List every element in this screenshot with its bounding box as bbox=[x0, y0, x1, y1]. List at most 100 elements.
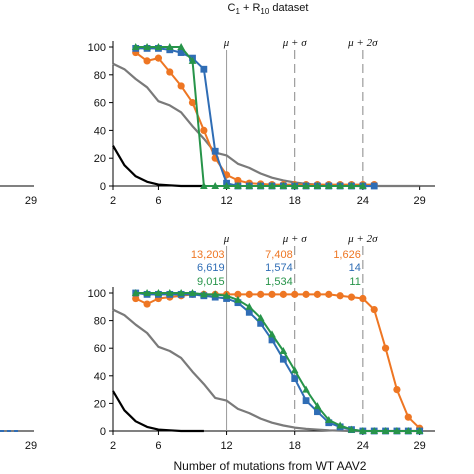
count-label: 1,626 bbox=[333, 249, 361, 261]
data-point-green bbox=[234, 295, 242, 303]
series-line-orange bbox=[135, 51, 375, 186]
x-axis-label: Number of mutations from WT AAV2 bbox=[174, 459, 367, 473]
chart-panel-bottom: 0 20 40 60 80 100 2 6 12 18 24 29 μ μ + σ μ + 2σ 13,203… bbox=[88, 233, 435, 452]
data-point-green bbox=[313, 182, 322, 189]
data-point-orange bbox=[143, 300, 151, 308]
data-point-green bbox=[336, 182, 344, 189]
panel-title-mid: + R bbox=[240, 2, 261, 14]
data-point-orange bbox=[325, 290, 333, 298]
y-tick-label: 80 bbox=[94, 70, 106, 82]
y-tick-label: 0 bbox=[100, 181, 106, 193]
data-point-green bbox=[279, 346, 288, 354]
count-label: 7,408 bbox=[265, 249, 293, 261]
series-line-green bbox=[135, 292, 420, 432]
data-point-green bbox=[347, 182, 356, 189]
x-tick-label: 2 bbox=[110, 440, 116, 452]
y-tick-label: 40 bbox=[94, 125, 106, 137]
data-point-green bbox=[200, 290, 208, 298]
data-point-orange bbox=[393, 386, 401, 394]
series-line-blue bbox=[135, 292, 420, 432]
data-point-blue bbox=[177, 49, 185, 56]
data-point-green bbox=[324, 415, 333, 423]
reference-line-label: μ + 2σ bbox=[347, 233, 378, 245]
count-label: 6,619 bbox=[197, 262, 225, 274]
series-line-gray bbox=[112, 62, 420, 188]
data-point-green bbox=[268, 330, 276, 338]
data-point-green bbox=[381, 427, 390, 434]
series-line-orange bbox=[135, 293, 421, 429]
left-remnant-tick-label: 29 bbox=[25, 195, 37, 207]
data-point-orange bbox=[381, 344, 390, 352]
data-point-orange bbox=[291, 290, 299, 298]
data-point-orange bbox=[257, 290, 265, 298]
data-point-orange bbox=[188, 99, 197, 107]
data-point-green bbox=[131, 289, 140, 296]
x-tick-label: 24 bbox=[357, 195, 369, 207]
data-point-orange bbox=[279, 290, 287, 298]
x-tick-label: 29 bbox=[414, 440, 426, 452]
y-tick-label: 60 bbox=[94, 343, 106, 355]
data-point-green bbox=[245, 302, 254, 310]
left-panel-remnant-top: 29 bbox=[0, 185, 37, 207]
count-label: 14 bbox=[349, 262, 361, 274]
data-point-green bbox=[290, 366, 299, 374]
y-tick-label: 40 bbox=[94, 371, 106, 383]
x-tick-label: 18 bbox=[289, 195, 301, 207]
data-point-orange bbox=[404, 413, 412, 421]
data-point-green bbox=[143, 43, 151, 50]
data-point-green bbox=[188, 56, 197, 64]
data-point-green bbox=[165, 43, 174, 50]
data-point-orange bbox=[132, 294, 140, 303]
data-point-blue bbox=[200, 65, 208, 73]
x-tick-label: 29 bbox=[414, 195, 426, 207]
data-point-orange bbox=[336, 292, 344, 300]
data-point-orange bbox=[313, 290, 322, 298]
data-point-green bbox=[245, 182, 254, 189]
y-tick-label: 100 bbox=[88, 42, 106, 54]
data-point-green bbox=[290, 182, 299, 189]
data-point-green bbox=[165, 289, 174, 296]
data-point-green bbox=[302, 385, 310, 393]
data-point-green bbox=[256, 313, 265, 321]
data-point-green bbox=[131, 43, 140, 50]
x-tick-label: 18 bbox=[289, 440, 301, 452]
reference-line-label: μ bbox=[223, 233, 230, 245]
chart-panel-top: 0 20 40 60 80 100 2 6 12 18 24 29 μ μ + σ μ + 2σ bbox=[88, 37, 435, 207]
data-point-blue bbox=[370, 182, 378, 190]
x-tick-label: 6 bbox=[155, 195, 161, 207]
data-point-orange bbox=[154, 54, 163, 62]
data-point-green bbox=[143, 289, 151, 296]
panel-title-tail: dataset bbox=[269, 2, 308, 14]
data-point-orange bbox=[177, 82, 185, 90]
left-remnant-tick-label: 29 bbox=[25, 440, 37, 452]
data-point-orange bbox=[302, 290, 310, 298]
series-line-green bbox=[135, 46, 363, 187]
data-point-orange bbox=[245, 290, 253, 298]
data-point-blue bbox=[279, 355, 287, 363]
data-point-orange bbox=[234, 176, 242, 185]
y-tick-label: 0 bbox=[100, 426, 106, 438]
count-label: 13,203 bbox=[191, 249, 225, 261]
data-point-green bbox=[200, 182, 208, 189]
data-point-blue bbox=[257, 319, 265, 327]
data-point-green bbox=[404, 427, 413, 434]
count-label: 11 bbox=[349, 276, 360, 288]
data-point-green bbox=[222, 291, 231, 299]
count-label: 1,574 bbox=[265, 262, 293, 274]
data-point-green bbox=[313, 402, 322, 410]
data-point-green bbox=[222, 182, 231, 189]
panel-title-c: C bbox=[228, 2, 236, 14]
data-point-green bbox=[302, 182, 310, 189]
y-tick-label: 100 bbox=[88, 288, 106, 300]
x-tick-label: 24 bbox=[357, 440, 369, 452]
reference-line-label: μ bbox=[223, 37, 230, 49]
data-point-green bbox=[234, 182, 242, 189]
x-tick-label: 12 bbox=[220, 195, 232, 207]
data-point-orange bbox=[359, 294, 367, 303]
y-tick-label: 20 bbox=[94, 153, 106, 165]
series-line-black bbox=[112, 390, 204, 433]
y-tick-label: 60 bbox=[94, 98, 106, 110]
x-tick-label: 6 bbox=[155, 440, 161, 452]
data-point-orange bbox=[234, 290, 242, 298]
